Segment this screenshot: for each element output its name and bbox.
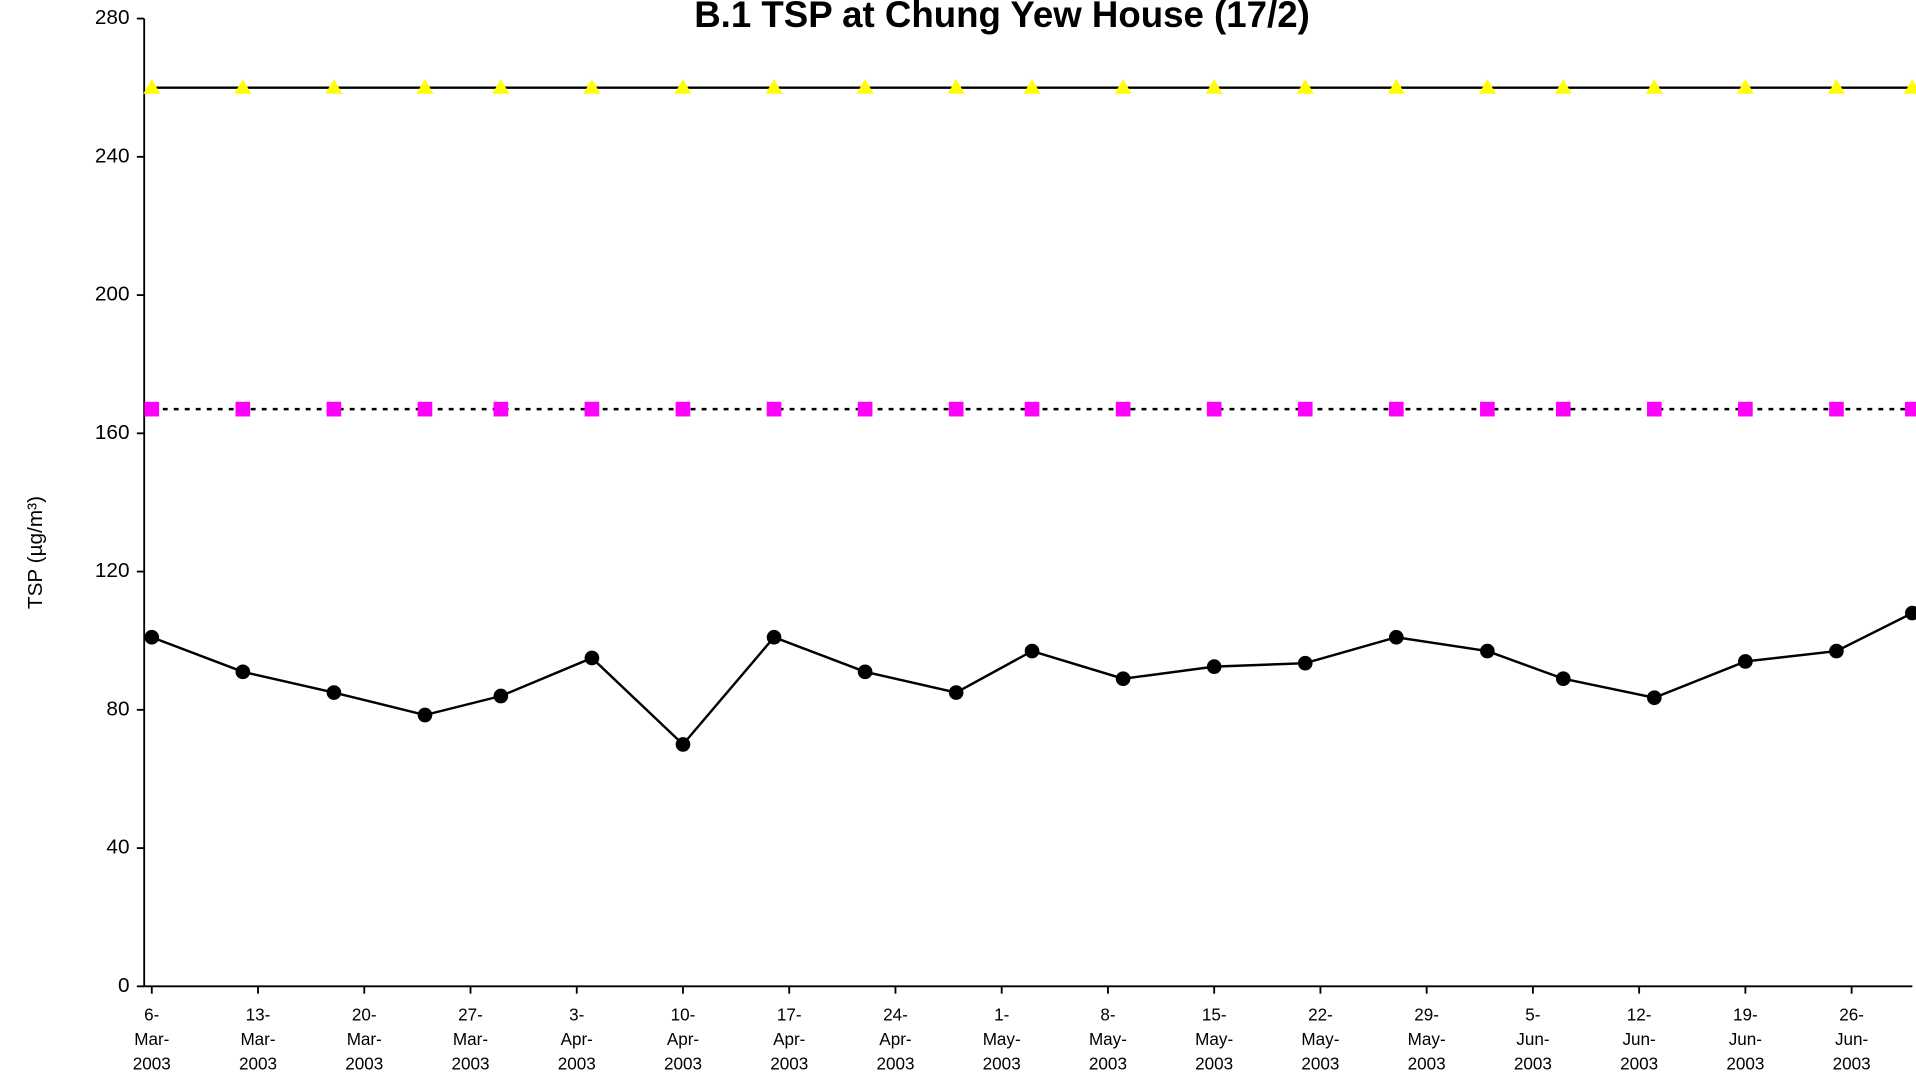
point [1480, 643, 1495, 659]
point [492, 79, 510, 94]
point [766, 401, 782, 417]
y-tick-label: 240 [95, 144, 130, 167]
point [144, 629, 160, 645]
point [1478, 79, 1496, 94]
point [766, 629, 782, 645]
x-tick-label: 19-Jun-2003 [1726, 1006, 1764, 1074]
point [1388, 629, 1404, 645]
x-tick-label: 13-Mar-2003 [239, 1006, 277, 1074]
point [234, 79, 252, 94]
point [1555, 671, 1571, 687]
point [1645, 79, 1663, 94]
point [1388, 401, 1404, 417]
x-tick-label: 12-Jun-2003 [1620, 1006, 1658, 1074]
x-tick-label: 8-May-2003 [1089, 1006, 1127, 1074]
point [675, 737, 691, 752]
point [417, 707, 433, 723]
x-tick-label: 22-May-2003 [1301, 1006, 1339, 1074]
point [416, 79, 434, 94]
x-tick-label: 27-Mar-2003 [451, 1006, 489, 1074]
point [1296, 79, 1314, 94]
x-tick-label: 10-Apr-2003 [664, 1006, 702, 1074]
point [417, 401, 433, 417]
point [947, 79, 965, 94]
point [1115, 401, 1131, 417]
x-tick-label: 26-Jun-2003 [1833, 1006, 1871, 1074]
point [856, 79, 874, 94]
point [1024, 643, 1040, 659]
x-tick-label: 15-May-2003 [1195, 1006, 1233, 1074]
y-tick-label: 40 [106, 836, 129, 859]
x-tick-label: 17-Apr-2003 [770, 1006, 808, 1074]
point [1646, 690, 1662, 706]
point [1555, 401, 1571, 417]
chart-title: B.1 TSP at Chung Yew House (17/2) [694, 0, 1310, 35]
point [1297, 655, 1313, 671]
y-tick-label: 160 [95, 421, 130, 444]
point [1206, 401, 1222, 417]
point [1554, 79, 1572, 94]
y-tick-label: 120 [95, 559, 130, 582]
series-line [151, 611, 1913, 747]
point [493, 688, 509, 704]
point [1206, 659, 1222, 674]
point [1480, 401, 1495, 417]
point [1115, 671, 1131, 687]
point [326, 401, 342, 417]
point [583, 79, 601, 94]
point [675, 401, 691, 417]
point [1738, 654, 1753, 669]
point [1114, 79, 1132, 94]
point [1024, 401, 1040, 417]
x-tick-label: 5-Jun-2003 [1514, 1006, 1552, 1074]
point [1297, 401, 1313, 417]
x-tick-label: 29-May-2003 [1408, 1006, 1446, 1074]
point [1646, 401, 1662, 417]
point [1903, 79, 1916, 94]
point [143, 79, 161, 94]
point [1738, 401, 1753, 417]
point [584, 650, 600, 666]
point [1023, 79, 1041, 94]
x-tick-label: 1-May-2003 [983, 1006, 1021, 1074]
point [1387, 79, 1405, 94]
point [325, 79, 343, 94]
point [1829, 401, 1844, 417]
point [948, 401, 964, 417]
x-tick-label: 20-Mar-2003 [345, 1006, 383, 1074]
point [948, 685, 964, 700]
point [1205, 79, 1223, 94]
point [1905, 401, 1916, 417]
point [1829, 643, 1844, 659]
x-tick-label: 24-Apr-2003 [876, 1006, 914, 1074]
point [857, 401, 873, 417]
point [584, 401, 600, 417]
y-tick-label: 0 [118, 974, 130, 997]
point [326, 685, 342, 700]
x-tick-label: 6-Mar-2003 [133, 1006, 171, 1074]
point [235, 401, 251, 417]
y-axis-label: TSP (µg/m³) [24, 496, 47, 609]
point [144, 401, 160, 417]
point [857, 664, 873, 680]
point [493, 401, 509, 417]
y-tick-label: 200 [95, 283, 130, 306]
point [765, 79, 783, 94]
point [674, 79, 692, 94]
x-tick-label: 3-Apr-2003 [558, 1006, 596, 1074]
point [235, 664, 251, 680]
point [1736, 79, 1754, 94]
y-tick-label: 280 [95, 6, 130, 29]
point [1905, 605, 1916, 621]
y-tick-label: 80 [106, 697, 129, 720]
point [1827, 79, 1846, 94]
